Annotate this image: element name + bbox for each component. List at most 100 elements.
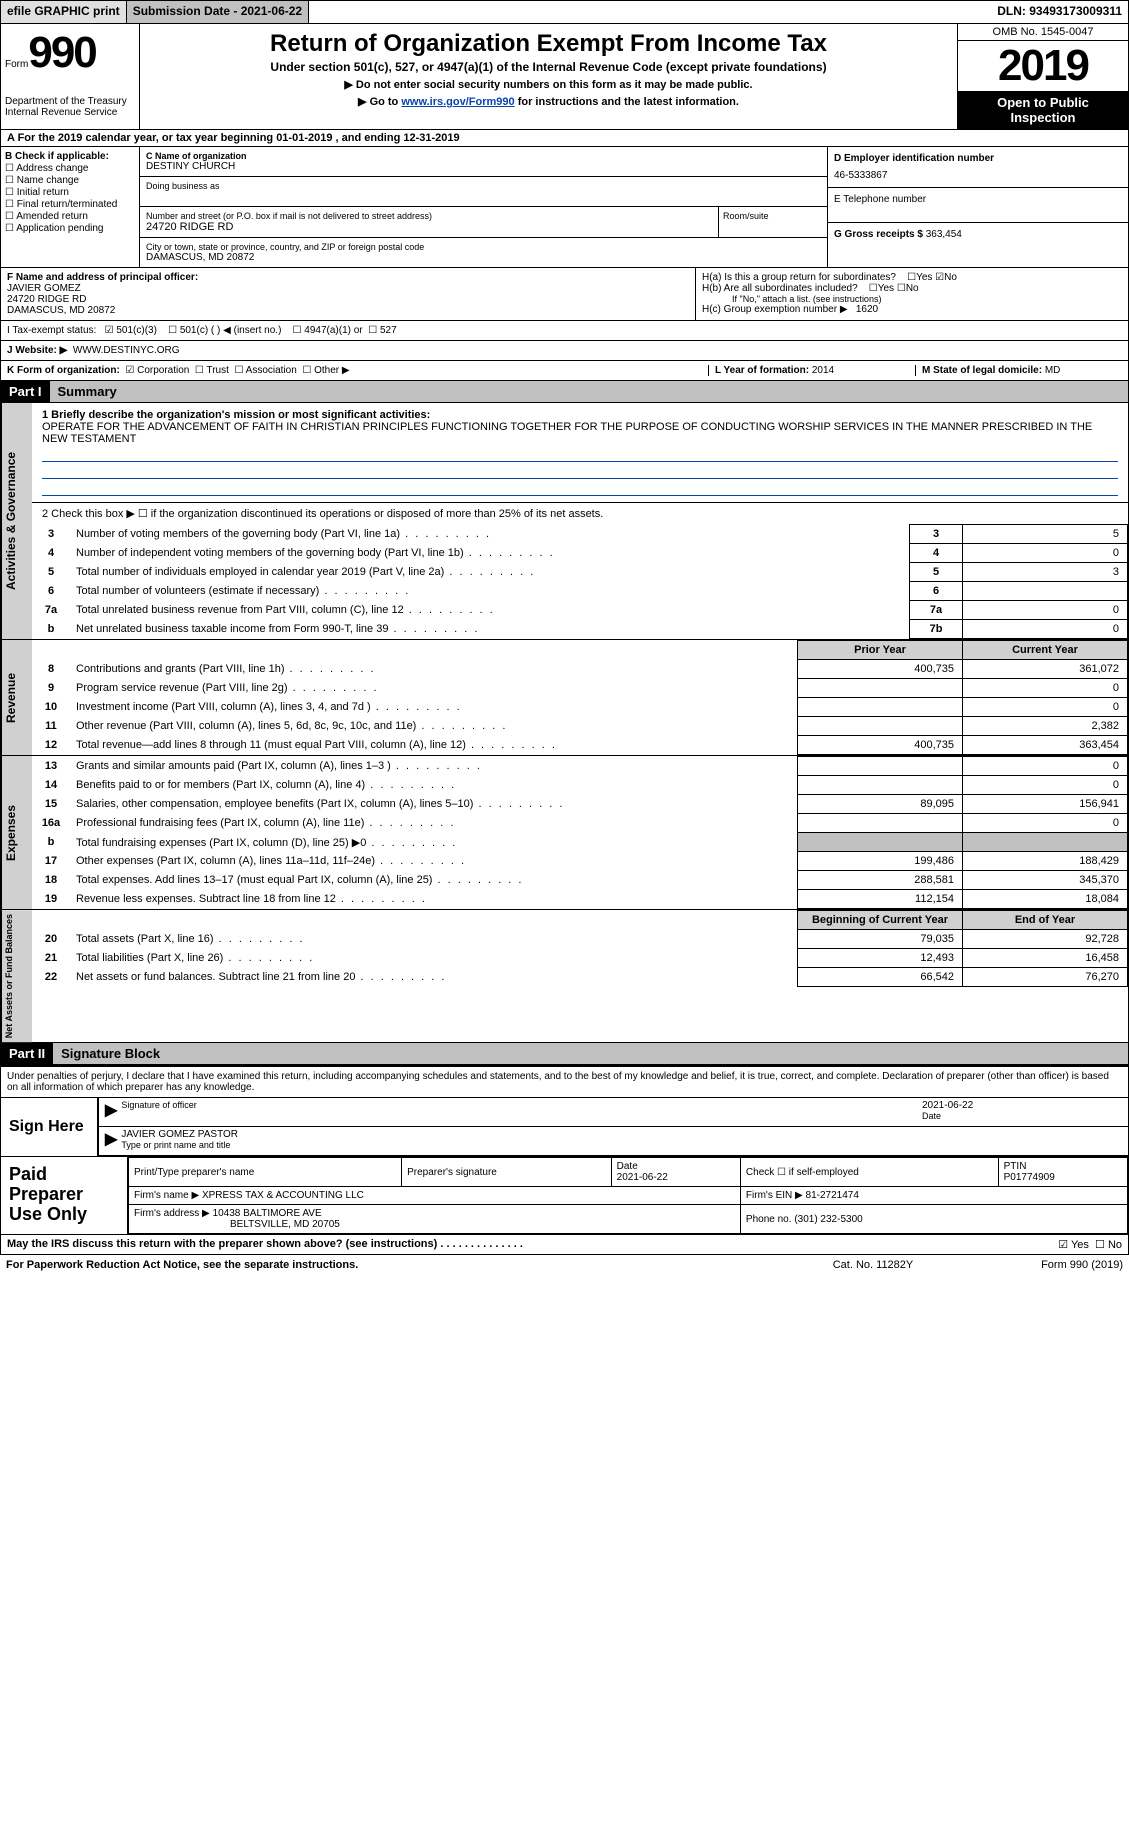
dept-irs: Internal Revenue Service [5,107,135,118]
chk-initial-return[interactable]: ☐ Initial return [5,187,135,198]
side-netassets: Net Assets or Fund Balances [1,910,32,1042]
firm-name: XPRESS TAX & ACCOUNTING LLC [202,1190,364,1201]
part-ii-header: Part II Signature Block [0,1043,1129,1065]
signature-block: Under penalties of perjury, I declare th… [0,1065,1129,1235]
sign-here-row: Sign Here ▶ Signature of officer 2021-06… [1,1098,1128,1156]
table-row: 13Grants and similar amounts paid (Part … [32,757,1128,776]
efile-label[interactable]: efile GRAPHIC print [1,1,127,23]
paid-preparer-label: Paid Preparer Use Only [1,1157,128,1234]
chk-final-return[interactable]: ☐ Final return/terminated [5,199,135,210]
part-i-header: Part I Summary [0,381,1129,403]
table-row: 6Total number of volunteers (estimate if… [32,582,1128,601]
form-header: Form990 Department of the Treasury Inter… [0,24,1129,130]
row-a-tax-year: A For the 2019 calendar year, or tax yea… [0,130,1129,147]
dba-cell: Doing business as [140,177,827,207]
table-row: 8Contributions and grants (Part VIII, li… [32,660,1128,679]
ssn-note: ▶ Do not enter social security numbers o… [148,78,949,91]
open-inspection: Open to Public Inspection [958,91,1128,129]
officer-name: JAVIER GOMEZ [7,283,689,294]
firm-ein: 81-2721474 [806,1190,859,1201]
box-b: B Check if applicable: ☐ Address change … [1,147,140,267]
ptin-value: P01774909 [1004,1172,1055,1183]
form-subtitle: Under section 501(c), 527, or 4947(a)(1)… [148,60,949,74]
form-version: Form 990 (2019) [973,1259,1123,1271]
row-j: J Website: ▶ WWW.DESTINYC.ORG [0,341,1129,361]
group-exemption: 1620 [856,304,878,315]
row-i: I Tax-exempt status: ☑ 501(c)(3) ☐ 501(c… [0,321,1129,341]
street-address: 24720 RIDGE RD [146,221,712,233]
box-d: D Employer identification number 46-5333… [828,147,1128,188]
paperwork-notice: For Paperwork Reduction Act Notice, see … [6,1259,773,1271]
expenses-table: 13Grants and similar amounts paid (Part … [32,756,1128,909]
q2-checkbox-row: 2 Check this box ▶ ☐ if the organization… [32,503,1128,524]
room-cell: Room/suite [719,207,827,237]
table-row: 17Other expenses (Part IX, column (A), l… [32,852,1128,871]
submission-date: Submission Date - 2021-06-22 [127,1,309,23]
city-cell: City or town, state or province, country… [140,238,827,267]
right-column: D Employer identification number 46-5333… [827,147,1128,267]
chk-amended[interactable]: ☐ Amended return [5,211,135,222]
table-row: 10Investment income (Part VIII, column (… [32,698,1128,717]
form-prefix: Form [5,59,28,70]
penalty-statement: Under penalties of perjury, I declare th… [1,1067,1128,1098]
net-header-row: Beginning of Current Year End of Year [32,911,1128,930]
part-i-expenses: Expenses 13Grants and similar amounts pa… [0,756,1129,910]
part-i-title: Summary [50,381,1128,402]
table-row: 21Total liabilities (Part X, line 26)12,… [32,949,1128,968]
firm-phone: (301) 232-5300 [794,1214,862,1225]
box-e: E Telephone number [828,188,1128,223]
revenue-table: Prior Year Current Year 8Contributions a… [32,640,1128,755]
ein-value: 46-5333867 [834,170,1122,181]
org-name-cell: C Name of organization DESTINY CHURCH [140,147,827,177]
side-governance: Activities & Governance [1,403,32,639]
table-row: 18Total expenses. Add lines 13–17 (must … [32,871,1128,890]
table-row: 16aProfessional fundraising fees (Part I… [32,814,1128,833]
website-note: ▶ Go to www.irs.gov/Form990 for instruct… [148,95,949,108]
discuss-row: May the IRS discuss this return with the… [0,1235,1129,1255]
table-row: 4Number of independent voting members of… [32,544,1128,563]
side-revenue: Revenue [1,640,32,755]
table-row: 15Salaries, other compensation, employee… [32,795,1128,814]
chk-name-change[interactable]: ☐ Name change [5,175,135,186]
form-number-block: Form990 Department of the Treasury Inter… [1,24,140,129]
governance-table: 3Number of voting members of the governi… [32,524,1128,639]
top-bar: efile GRAPHIC print Submission Date - 20… [0,0,1129,24]
dept-treasury: Department of the Treasury [5,96,135,107]
paid-preparer-grid: Print/Type preparer's name Preparer's si… [128,1157,1128,1234]
chk-address-change[interactable]: ☐ Address change [5,163,135,174]
part-i-revenue: Revenue Prior Year Current Year 8Contrib… [0,640,1129,756]
table-row: bNet unrelated business taxable income f… [32,620,1128,639]
part-i-netassets: Net Assets or Fund Balances Beginning of… [0,910,1129,1043]
netassets-table: Beginning of Current Year End of Year 20… [32,910,1128,987]
box-h: H(a) Is this a group return for subordin… [696,268,1128,320]
year-block: OMB No. 1545-0047 2019 Open to Public In… [957,24,1128,129]
table-row: 14Benefits paid to or for members (Part … [32,776,1128,795]
chk-app-pending[interactable]: ☐ Application pending [5,223,135,234]
table-row: 12Total revenue—add lines 8 through 11 (… [32,736,1128,755]
table-row: 19Revenue less expenses. Subtract line 1… [32,890,1128,909]
firm-name-row: Firm's name ▶ XPRESS TAX & ACCOUNTING LL… [129,1187,1128,1205]
table-row: 20Total assets (Part X, line 16)79,03592… [32,930,1128,949]
irs-link[interactable]: www.irs.gov/Form990 [401,96,514,108]
box-b-title: B Check if applicable: [5,151,135,162]
cat-number: Cat. No. 11282Y [773,1259,973,1271]
rev-header-row: Prior Year Current Year [32,641,1128,660]
box-c: C Name of organization DESTINY CHURCH Do… [140,147,827,267]
table-row: 22Net assets or fund balances. Subtract … [32,968,1128,987]
mission-block: 1 Briefly describe the organization's mi… [32,403,1128,503]
omb-number: OMB No. 1545-0047 [958,24,1128,41]
officer-printed-name: JAVIER GOMEZ PASTOR [121,1129,1122,1140]
table-row: bTotal fundraising expenses (Part IX, co… [32,833,1128,852]
form-number: 990 [28,28,95,77]
gross-receipts: 363,454 [926,229,962,240]
paid-preparer-row: Paid Preparer Use Only Print/Type prepar… [1,1156,1128,1234]
org-name: DESTINY CHURCH [146,161,821,172]
address-row: Number and street (or P.O. box if mail i… [140,207,827,238]
part-ii-label: Part II [1,1043,53,1064]
box-f: F Name and address of principal officer:… [1,268,696,320]
part-ii-title: Signature Block [53,1043,1128,1064]
form-title: Return of Organization Exempt From Incom… [148,30,949,58]
table-row: 3Number of voting members of the governi… [32,525,1128,544]
part-i-governance: Activities & Governance 1 Briefly descri… [0,403,1129,640]
table-row: 7aTotal unrelated business revenue from … [32,601,1128,620]
